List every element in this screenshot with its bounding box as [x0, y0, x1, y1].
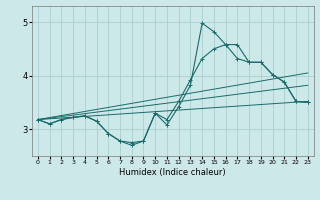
X-axis label: Humidex (Indice chaleur): Humidex (Indice chaleur) — [119, 168, 226, 177]
